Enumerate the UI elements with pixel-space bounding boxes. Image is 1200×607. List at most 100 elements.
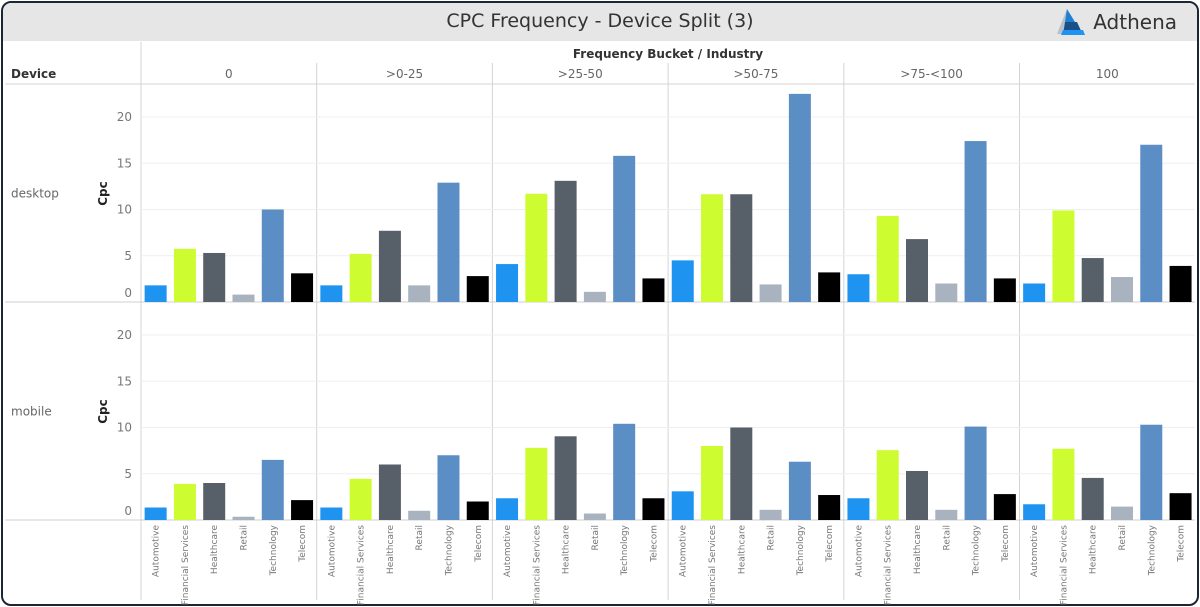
x-tick-label: Telecom bbox=[649, 525, 659, 563]
adthena-logo: Adthena bbox=[1053, 8, 1177, 36]
x-tick-label: Healthcare bbox=[386, 525, 396, 575]
y-tick-label: 10 bbox=[117, 421, 132, 435]
bar-mobile-healthcare bbox=[203, 483, 226, 520]
bar-desktop-telecom bbox=[1169, 265, 1192, 302]
x-tick-label: Healthcare bbox=[737, 525, 747, 575]
bar-desktop-retail bbox=[232, 294, 255, 302]
bar-mobile-automotive bbox=[1023, 504, 1046, 520]
bucket-header: >0-25 bbox=[386, 67, 423, 81]
bar-desktop-financial-services bbox=[525, 193, 548, 302]
column-header: Frequency Bucket / Industry bbox=[573, 47, 763, 61]
bucket-header: 0 bbox=[225, 67, 233, 81]
bar-mobile-telecom bbox=[1169, 493, 1192, 520]
bar-desktop-telecom bbox=[291, 273, 314, 302]
bar-mobile-healthcare bbox=[906, 470, 929, 520]
bar-desktop-technology bbox=[964, 141, 987, 302]
bar-desktop-technology bbox=[437, 182, 460, 302]
x-tick-label: Healthcare bbox=[562, 525, 572, 575]
bar-desktop-healthcare bbox=[906, 239, 929, 302]
bar-mobile-healthcare bbox=[554, 436, 577, 520]
x-tick-label: Telecom bbox=[1177, 525, 1187, 563]
x-tick-label: Telecom bbox=[1001, 525, 1011, 563]
bar-mobile-retail bbox=[1110, 506, 1133, 520]
bar-desktop-financial-services bbox=[173, 248, 196, 302]
bar-mobile-technology bbox=[964, 426, 987, 520]
bar-mobile-technology bbox=[437, 455, 460, 520]
bar-desktop-automotive bbox=[144, 285, 167, 302]
x-tick-label: Technology bbox=[620, 524, 630, 576]
bar-mobile-retail bbox=[583, 513, 606, 520]
bar-mobile-healthcare bbox=[1081, 477, 1104, 520]
x-tick-label: Retail bbox=[239, 525, 249, 550]
bar-desktop-automotive bbox=[847, 274, 870, 302]
x-tick-label: Retail bbox=[767, 525, 777, 550]
bar-desktop-financial-services bbox=[1052, 210, 1075, 302]
bar-desktop-retail bbox=[1110, 277, 1133, 302]
x-tick-label: Financial Services bbox=[1059, 525, 1069, 606]
x-tick-label: Technology bbox=[1147, 524, 1157, 576]
device-label: mobile bbox=[11, 405, 52, 419]
bucket-header: 100 bbox=[1096, 67, 1119, 81]
bar-mobile-automotive bbox=[671, 491, 694, 520]
bar-desktop-automotive bbox=[1023, 283, 1046, 302]
bar-mobile-telecom bbox=[466, 501, 489, 520]
y-axis-label: Cpc bbox=[96, 181, 110, 206]
x-tick-label: Retail bbox=[1118, 525, 1128, 550]
x-tick-label: Automotive bbox=[1030, 525, 1040, 578]
bar-desktop-technology bbox=[1140, 144, 1163, 302]
bar-mobile-technology bbox=[261, 459, 284, 520]
x-tick-label: Technology bbox=[972, 524, 982, 576]
x-tick-label: Telecom bbox=[474, 525, 484, 563]
bar-mobile-financial-services bbox=[349, 478, 372, 520]
bar-mobile-retail bbox=[935, 509, 958, 520]
bucket-header: >75-<100 bbox=[900, 67, 963, 81]
bar-mobile-telecom bbox=[818, 495, 841, 520]
bar-mobile-telecom bbox=[993, 494, 1016, 520]
x-tick-label: Technology bbox=[269, 524, 279, 576]
bar-mobile-retail bbox=[232, 516, 255, 520]
bar-desktop-healthcare bbox=[730, 194, 753, 302]
x-tick-label: Financial Services bbox=[884, 525, 894, 606]
logo-text: Adthena bbox=[1093, 10, 1177, 34]
x-tick-label: Financial Services bbox=[708, 525, 718, 606]
y-tick-label: 5 bbox=[124, 249, 132, 263]
x-tick-label: Automotive bbox=[152, 525, 162, 578]
device-label: desktop bbox=[11, 187, 59, 201]
bar-desktop-telecom bbox=[993, 278, 1016, 302]
x-tick-label: Healthcare bbox=[913, 525, 923, 575]
x-tick-label: Technology bbox=[796, 524, 806, 576]
bar-desktop-technology bbox=[788, 93, 811, 302]
bar-desktop-healthcare bbox=[378, 230, 401, 302]
bar-mobile-technology bbox=[613, 423, 636, 520]
bar-desktop-telecom bbox=[818, 272, 841, 302]
bar-desktop-financial-services bbox=[349, 253, 372, 302]
bar-desktop-telecom bbox=[466, 276, 489, 302]
bar-desktop-automotive bbox=[320, 285, 343, 302]
bar-mobile-technology bbox=[788, 461, 811, 520]
x-tick-label: Retail bbox=[415, 525, 425, 550]
y-tick-label: 0 bbox=[124, 286, 132, 300]
bar-desktop-telecom bbox=[642, 278, 665, 302]
bar-mobile-financial-services bbox=[701, 446, 724, 520]
x-tick-label: Healthcare bbox=[1089, 525, 1099, 575]
bar-mobile-technology bbox=[1140, 424, 1163, 520]
x-tick-label: Retail bbox=[591, 525, 601, 550]
bar-desktop-healthcare bbox=[203, 252, 226, 302]
y-tick-label: 10 bbox=[117, 203, 132, 217]
x-tick-label: Technology bbox=[444, 524, 454, 576]
bar-mobile-healthcare bbox=[730, 427, 753, 520]
x-tick-label: Financial Services bbox=[357, 525, 367, 606]
bar-mobile-financial-services bbox=[525, 447, 548, 520]
bar-mobile-financial-services bbox=[1052, 448, 1075, 520]
x-tick-label: Retail bbox=[942, 525, 952, 550]
bucket-header: >50-75 bbox=[733, 67, 778, 81]
bar-desktop-technology bbox=[261, 209, 284, 302]
bar-mobile-financial-services bbox=[876, 450, 899, 520]
bar-mobile-retail bbox=[759, 509, 782, 520]
bar-mobile-automotive bbox=[847, 498, 870, 520]
bar-desktop-retail bbox=[759, 284, 782, 302]
bar-desktop-financial-services bbox=[876, 215, 899, 302]
bar-mobile-retail bbox=[408, 510, 431, 520]
